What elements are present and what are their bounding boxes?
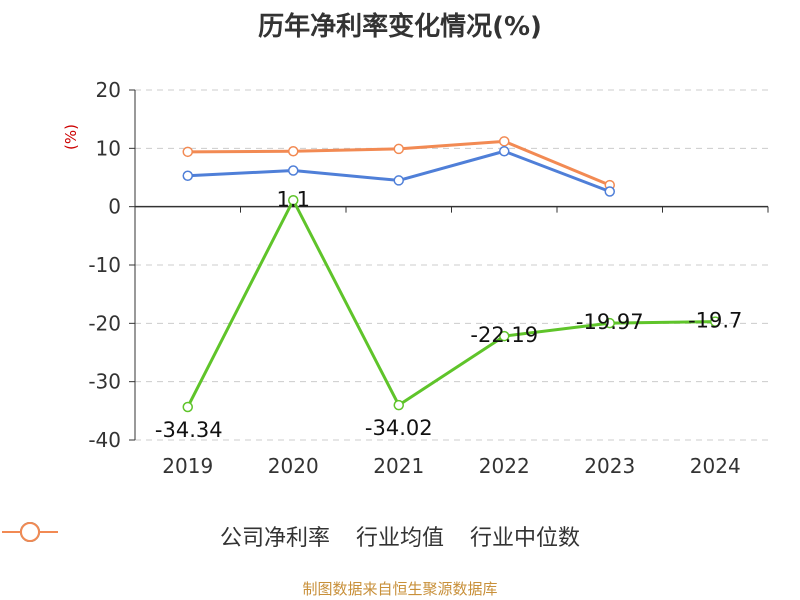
x-tick-label: 2020 — [268, 454, 319, 478]
y-tick-label: 10 — [96, 136, 121, 160]
data-point-2 — [499, 136, 510, 147]
y-tick-label: 0 — [108, 195, 121, 219]
y-tick-label: -20 — [88, 311, 121, 335]
data-point-1 — [288, 165, 299, 176]
data-point-0 — [710, 316, 721, 327]
legend-item-series-0[interactable]: 公司净利率 — [2, 520, 330, 552]
data-point-2 — [182, 146, 193, 158]
x-tick-label: 2022 — [479, 454, 530, 478]
data-point-0 — [393, 399, 404, 411]
y-tick-label: -40 — [88, 428, 121, 452]
data-label: -19.7 — [688, 309, 742, 333]
legend-label: 行业均值 — [355, 526, 444, 551]
data-point-2 — [288, 146, 299, 157]
legend-item-series-2[interactable]: 行业中位数 — [2, 520, 581, 552]
data-point-0 — [288, 195, 299, 206]
y-tick-label: -30 — [88, 370, 121, 394]
chart-title: 历年净利率变化情况(%) — [258, 12, 542, 42]
legend-label: 行业中位数 — [470, 526, 581, 551]
data-point-0 — [604, 317, 615, 329]
data-point-0 — [182, 401, 193, 413]
y-tick-label: 20 — [96, 78, 121, 102]
legend-marker-series-2 — [2, 522, 58, 542]
data-point-0 — [499, 330, 510, 342]
legend: 公司净利率 行业均值 行业中位数 — [0, 520, 800, 552]
series-line-0 — [186, 198, 716, 408]
y-tick-label: -10 — [88, 253, 121, 277]
data-point-1 — [182, 170, 193, 181]
data-label: -34.02 — [365, 416, 433, 440]
legend-item-series-1[interactable]: 行业均值 — [2, 520, 444, 552]
data-point-1 — [393, 175, 404, 186]
x-tick-label: 2021 — [373, 454, 424, 478]
data-point-1 — [499, 146, 510, 157]
x-tick-label: 2019 — [162, 454, 213, 478]
data-label: -34.34 — [155, 418, 223, 442]
data-point-1 — [604, 186, 615, 197]
legend-label: 公司净利率 — [219, 526, 330, 551]
source-footer: 制图数据来自恒生聚源数据库 — [302, 580, 498, 598]
data-label: -19.97 — [576, 310, 644, 334]
data-point-2 — [393, 143, 404, 155]
data-label: -22.19 — [470, 323, 538, 347]
x-tick-label: 2024 — [690, 454, 741, 478]
data-label: 1.1 — [277, 187, 310, 211]
x-tick-label: 2023 — [584, 454, 635, 478]
